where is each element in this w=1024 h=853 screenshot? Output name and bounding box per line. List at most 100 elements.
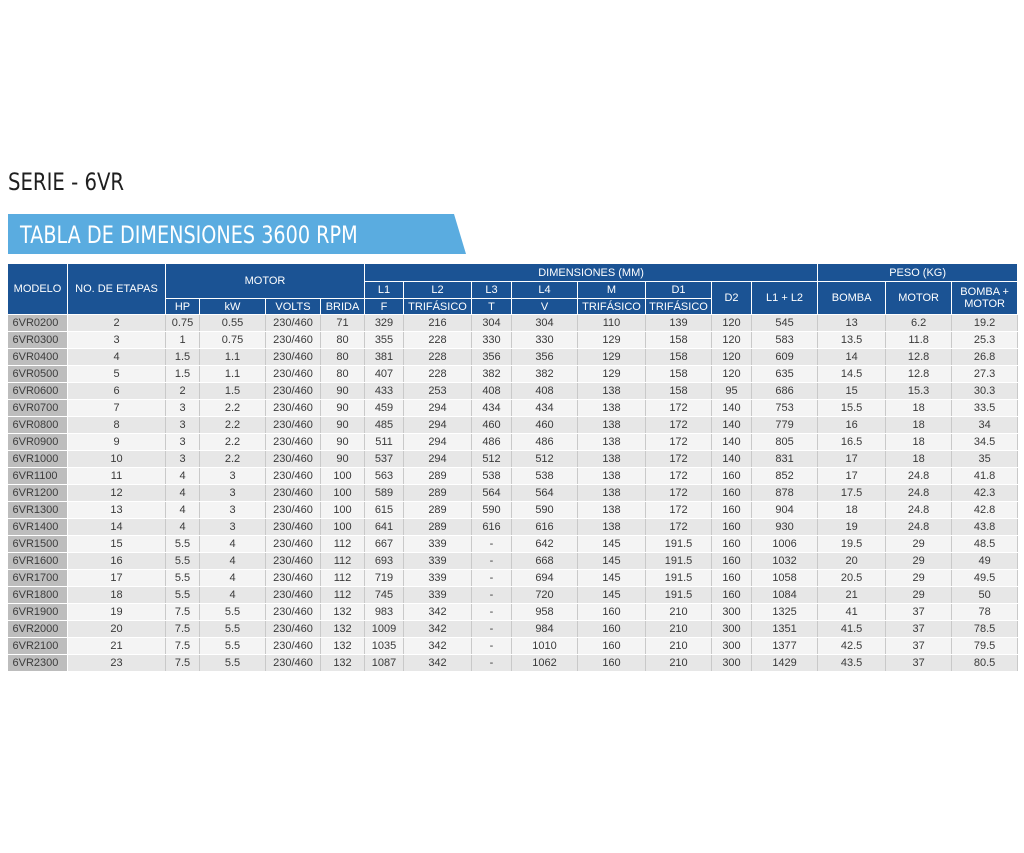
cell-etapas: 3 xyxy=(67,331,166,349)
cell-m: 160 xyxy=(577,620,646,638)
table-body: 6VR0200 2 0.75 0.55 230/460 71 329 216 304 304 110… xyxy=(7,314,1019,672)
cell-bomba-motor: 30.3 xyxy=(951,382,1019,400)
cell-m: 110 xyxy=(577,314,646,332)
cell-l2: 339 xyxy=(403,535,472,553)
cell-modelo: 6VR0600 xyxy=(7,382,68,400)
cell-l4: 408 xyxy=(511,382,578,400)
cell-kw: 2.2 xyxy=(199,399,266,417)
table-row: 6VR1400 14 4 3 230/460 100 641 289 616 616 138 172 1… xyxy=(7,518,1019,536)
cell-l4: 382 xyxy=(511,365,578,383)
cell-bomba-motor: 78 xyxy=(951,603,1019,621)
header-l4-bottom: V xyxy=(511,298,578,315)
cell-volts: 230/460 xyxy=(265,552,321,570)
cell-l3: - xyxy=(471,569,512,587)
cell-l3: - xyxy=(471,654,512,672)
table-row: 6VR0700 7 3 2.2 230/460 90 459 294 434 434 138 172 1… xyxy=(7,399,1019,417)
cell-hp: 3 xyxy=(165,433,200,451)
header-l1-bottom: F xyxy=(364,298,404,315)
cell-l1l2: 878 xyxy=(751,484,819,502)
cell-hp: 4 xyxy=(165,501,200,519)
cell-l4: 1062 xyxy=(511,654,578,672)
cell-l3: 590 xyxy=(471,501,512,519)
cell-d1: 158 xyxy=(645,382,712,400)
table-row: 6VR2100 21 7.5 5.5 230/460 132 1035 342-1010 160… xyxy=(7,637,1019,655)
table-row: 6VR1900 19 7.5 5.5 230/460 132 983 342-958 160 21… xyxy=(7,603,1019,621)
cell-d1: 158 xyxy=(645,365,712,383)
cell-m: 138 xyxy=(577,433,646,451)
cell-bomba: 17 xyxy=(817,450,887,468)
cell-l2: 339 xyxy=(403,569,472,587)
cell-d2: 120 xyxy=(711,348,752,366)
header-hp: HP xyxy=(165,298,200,315)
cell-bomba-motor: 26.8 xyxy=(951,348,1019,366)
cell-d1: 172 xyxy=(645,484,712,502)
cell-l4: 330 xyxy=(511,331,578,349)
cell-etapas: 6 xyxy=(67,382,166,400)
cell-l4: 304 xyxy=(511,314,578,332)
cell-etapas: 15 xyxy=(67,535,166,553)
header-l2-bottom: TRIFÁSICO xyxy=(403,298,472,315)
cell-bomba-motor: 33.5 xyxy=(951,399,1019,417)
cell-motor: 29 xyxy=(885,535,953,553)
cell-l3: 304 xyxy=(471,314,512,332)
cell-d2: 120 xyxy=(711,365,752,383)
cell-kw: 1.5 xyxy=(199,382,266,400)
cell-l3: 382 xyxy=(471,365,512,383)
banner-title: TABLA DE DIMENSIONES 3600 RPM xyxy=(20,221,358,249)
cell-bomba-motor: 34 xyxy=(951,416,1019,434)
cell-kw: 3 xyxy=(199,484,266,502)
cell-kw: 4 xyxy=(199,535,266,553)
cell-modelo: 6VR1700 xyxy=(7,569,68,587)
cell-kw: 2.2 xyxy=(199,433,266,451)
table-row: 6VR0200 2 0.75 0.55 230/460 71 329 216 304 304 110… xyxy=(7,314,1019,332)
cell-etapas: 19 xyxy=(67,603,166,621)
cell-brida: 90 xyxy=(320,382,365,400)
cell-bomba-motor: 78.5 xyxy=(951,620,1019,638)
cell-hp: 4 xyxy=(165,484,200,502)
cell-l2: 228 xyxy=(403,331,472,349)
cell-volts: 230/460 xyxy=(265,586,321,604)
cell-l1: 355 xyxy=(364,331,404,349)
table-row: 6VR0600 6 2 1.5 230/460 90 433 253 408 408 138 158 9… xyxy=(7,382,1019,400)
cell-bomba-motor: 19.2 xyxy=(951,314,1019,332)
header-d1-top: D1 xyxy=(645,281,712,299)
cell-hp: 5.5 xyxy=(165,535,200,553)
cell-d1: 172 xyxy=(645,518,712,536)
cell-motor: 37 xyxy=(885,654,953,672)
cell-l4: 958 xyxy=(511,603,578,621)
cell-l1: 693 xyxy=(364,552,404,570)
table-row: 6VR0300 3 1 0.75 230/460 80 355 228 330 330 129 158… xyxy=(7,331,1019,349)
cell-brida: 132 xyxy=(320,654,365,672)
cell-l4: 486 xyxy=(511,433,578,451)
cell-kw: 5.5 xyxy=(199,620,266,638)
cell-d1: 172 xyxy=(645,416,712,434)
cell-etapas: 10 xyxy=(67,450,166,468)
cell-m: 145 xyxy=(577,586,646,604)
cell-brida: 100 xyxy=(320,484,365,502)
cell-l1: 485 xyxy=(364,416,404,434)
cell-l1l2: 779 xyxy=(751,416,819,434)
cell-m: 129 xyxy=(577,331,646,349)
cell-bomba: 43.5 xyxy=(817,654,887,672)
cell-hp: 7.5 xyxy=(165,654,200,672)
header-dimensiones: DIMENSIONES (MM) xyxy=(363,263,819,282)
cell-l1: 511 xyxy=(364,433,404,451)
cell-d1: 191.5 xyxy=(645,535,712,553)
table-row: 6VR1600 16 5.5 4 230/460 112 693 339-668 145 191.… xyxy=(7,552,1019,570)
cell-volts: 230/460 xyxy=(265,654,321,672)
cell-kw: 3 xyxy=(199,467,266,485)
cell-brida: 71 xyxy=(320,314,365,332)
cell-l3: 616 xyxy=(471,518,512,536)
cell-brida: 90 xyxy=(320,399,365,417)
cell-l1: 381 xyxy=(364,348,404,366)
cell-l4: 616 xyxy=(511,518,578,536)
cell-brida: 80 xyxy=(320,348,365,366)
cell-l1: 745 xyxy=(364,586,404,604)
cell-hp: 1.5 xyxy=(165,348,200,366)
table-row: 6VR2300 23 7.5 5.5 230/460 132 1087 342-1062 160… xyxy=(7,654,1019,672)
cell-kw: 4 xyxy=(199,586,266,604)
cell-l4: 642 xyxy=(511,535,578,553)
cell-l1l2: 930 xyxy=(751,518,819,536)
cell-l1l2: 1351 xyxy=(751,620,819,638)
cell-l1l2: 1429 xyxy=(751,654,819,672)
